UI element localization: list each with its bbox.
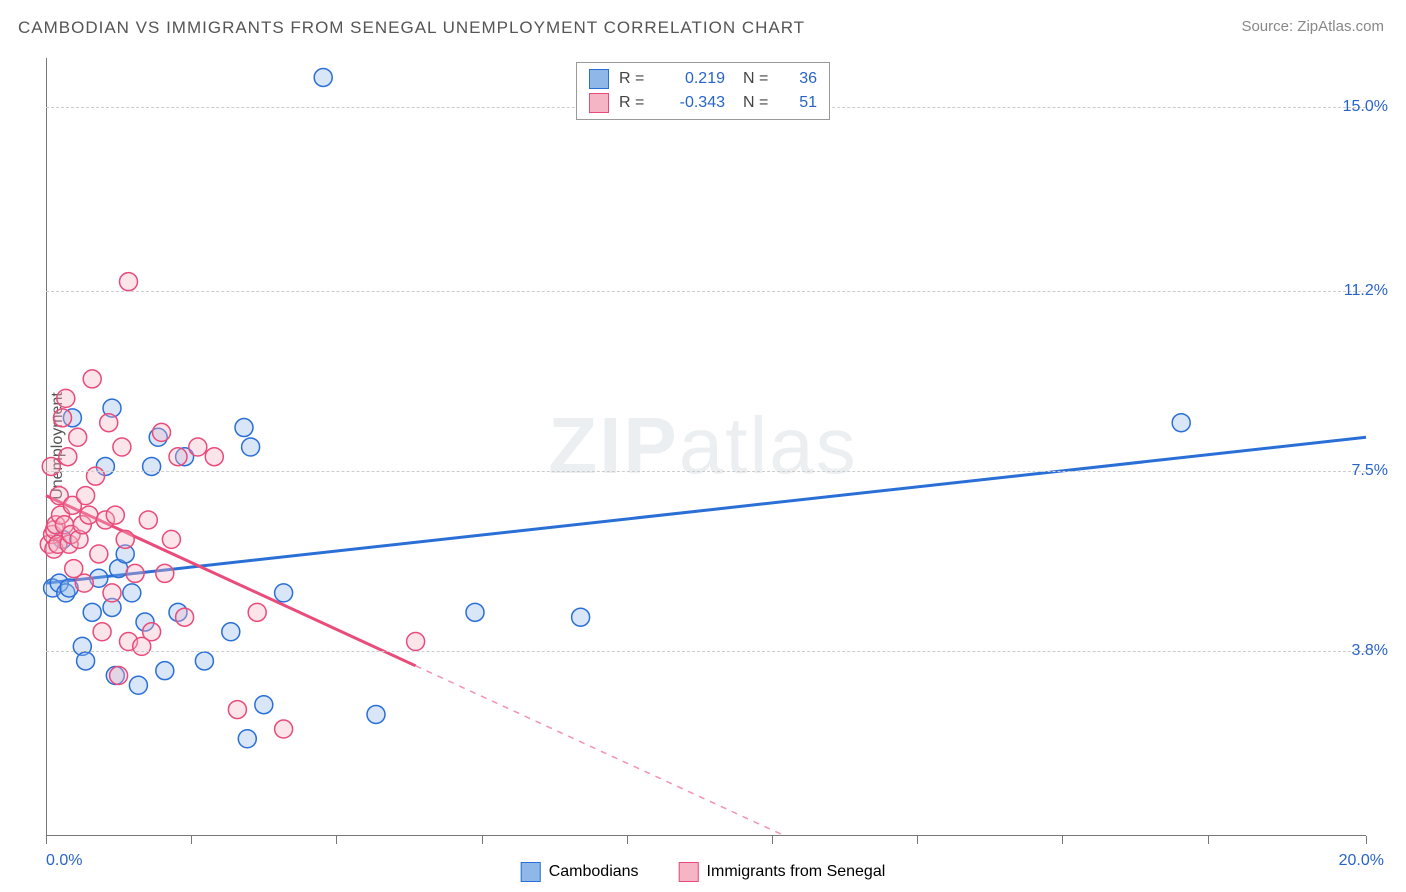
- data-point-senegal: [189, 438, 207, 456]
- data-point-senegal: [407, 633, 425, 651]
- x-tick: [336, 836, 337, 844]
- data-point-senegal: [139, 511, 157, 529]
- r-label: R =: [619, 70, 653, 88]
- data-point-cambodians: [275, 584, 293, 602]
- data-point-senegal: [205, 448, 223, 466]
- x-tick: [191, 836, 192, 844]
- data-point-senegal: [116, 530, 134, 548]
- legend-item-cambodians: Cambodians: [521, 862, 639, 882]
- data-point-cambodians: [77, 652, 95, 670]
- n-label: N =: [743, 94, 777, 112]
- x-tick: [1208, 836, 1209, 844]
- n-value-cambodians: 36: [787, 70, 817, 88]
- y-tick-label: 11.2%: [1344, 282, 1388, 300]
- data-point-senegal: [248, 603, 266, 621]
- x-tick: [627, 836, 628, 844]
- y-tick-label: 7.5%: [1352, 462, 1388, 480]
- data-point-cambodians: [238, 730, 256, 748]
- correlation-legend: R = 0.219 N = 36 R = -0.343 N = 51: [576, 62, 830, 120]
- legend-swatch-cambodians: [521, 862, 541, 882]
- data-point-senegal: [77, 487, 95, 505]
- legend-swatch-senegal: [679, 862, 699, 882]
- data-point-senegal: [169, 448, 187, 466]
- data-point-senegal: [57, 389, 75, 407]
- chart-svg: [46, 58, 1366, 836]
- data-point-senegal: [113, 438, 131, 456]
- chart-title: CAMBODIAN VS IMMIGRANTS FROM SENEGAL UNE…: [18, 18, 805, 38]
- data-point-cambodians: [255, 696, 273, 714]
- chart-source: Source: ZipAtlas.com: [1241, 18, 1384, 35]
- data-point-senegal: [103, 584, 121, 602]
- data-point-senegal: [106, 506, 124, 524]
- data-point-cambodians: [235, 419, 253, 437]
- data-point-senegal: [80, 506, 98, 524]
- legend-item-senegal: Immigrants from Senegal: [679, 862, 886, 882]
- correlation-legend-row-1: R = 0.219 N = 36: [589, 67, 817, 91]
- data-point-senegal: [120, 273, 138, 291]
- y-tick-label: 15.0%: [1343, 98, 1388, 116]
- r-value-senegal: -0.343: [663, 94, 725, 112]
- data-point-cambodians: [129, 676, 147, 694]
- data-point-senegal: [83, 370, 101, 388]
- x-tick: [772, 836, 773, 844]
- series-legend: Cambodians Immigrants from Senegal: [521, 862, 886, 882]
- data-point-senegal: [275, 720, 293, 738]
- data-point-senegal: [126, 564, 144, 582]
- data-point-senegal: [42, 457, 60, 475]
- data-point-cambodians: [242, 438, 260, 456]
- trend-line-dashed-senegal: [416, 666, 786, 836]
- legend-swatch-cambodians: [589, 69, 609, 89]
- trend-line-cambodians: [46, 437, 1366, 583]
- legend-label-senegal: Immigrants from Senegal: [707, 863, 886, 881]
- y-tick-label: 3.8%: [1352, 642, 1388, 660]
- data-point-cambodians: [123, 584, 141, 602]
- x-axis-max-label: 20.0%: [1339, 852, 1384, 870]
- legend-swatch-senegal: [589, 93, 609, 113]
- data-point-senegal: [75, 574, 93, 592]
- data-point-senegal: [110, 667, 128, 685]
- data-point-cambodians: [222, 623, 240, 641]
- x-tick: [1366, 836, 1367, 844]
- data-point-senegal: [90, 545, 108, 563]
- data-point-senegal: [143, 623, 161, 641]
- data-point-senegal: [228, 701, 246, 719]
- data-point-cambodians: [367, 705, 385, 723]
- data-point-cambodians: [143, 457, 161, 475]
- x-tick: [482, 836, 483, 844]
- legend-label-cambodians: Cambodians: [549, 863, 639, 881]
- data-point-cambodians: [83, 603, 101, 621]
- data-point-cambodians: [195, 652, 213, 670]
- x-tick: [917, 836, 918, 844]
- data-point-senegal: [153, 423, 171, 441]
- n-label: N =: [743, 70, 777, 88]
- r-value-cambodians: 0.219: [663, 70, 725, 88]
- n-value-senegal: 51: [787, 94, 817, 112]
- gridline: [46, 471, 1366, 472]
- data-point-senegal: [176, 608, 194, 626]
- data-point-cambodians: [572, 608, 590, 626]
- data-point-senegal: [87, 467, 105, 485]
- x-tick: [46, 836, 47, 844]
- gridline: [46, 291, 1366, 292]
- correlation-legend-row-2: R = -0.343 N = 51: [589, 91, 817, 115]
- x-tick: [1062, 836, 1063, 844]
- data-point-senegal: [54, 409, 72, 427]
- gridline: [46, 651, 1366, 652]
- data-point-senegal: [93, 623, 111, 641]
- data-point-cambodians: [156, 662, 174, 680]
- data-point-cambodians: [1172, 414, 1190, 432]
- data-point-senegal: [69, 428, 87, 446]
- data-point-senegal: [59, 448, 77, 466]
- data-point-cambodians: [466, 603, 484, 621]
- data-point-cambodians: [314, 68, 332, 86]
- data-point-senegal: [156, 564, 174, 582]
- data-point-senegal: [162, 530, 180, 548]
- x-axis-min-label: 0.0%: [46, 852, 82, 870]
- r-label: R =: [619, 94, 653, 112]
- data-point-senegal: [100, 414, 118, 432]
